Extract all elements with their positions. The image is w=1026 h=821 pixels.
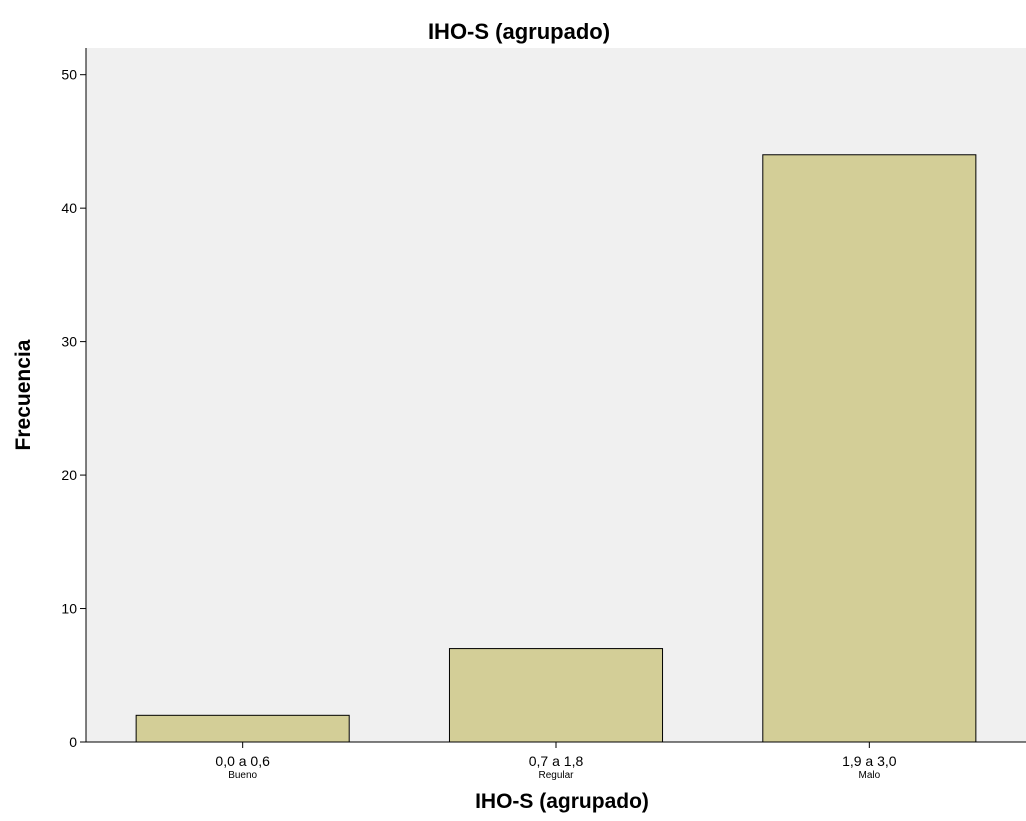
- x-tick-sublabel: Malo: [858, 770, 880, 781]
- bar: [762, 154, 977, 743]
- bar: [135, 714, 350, 743]
- y-tick-label: 30: [61, 334, 77, 350]
- x-tick-sublabel: Regular: [538, 770, 574, 781]
- y-tick-label: 0: [69, 734, 77, 750]
- x-axis-label: IHO-S (agrupado): [475, 790, 649, 813]
- x-tick-label: 0,0 a 0,6: [215, 753, 270, 769]
- y-tick-label: 20: [61, 467, 77, 483]
- bar: [448, 648, 664, 743]
- y-tick-label: 40: [61, 200, 77, 216]
- x-tick-sublabel: Bueno: [228, 770, 257, 781]
- y-tick-label: 50: [61, 67, 77, 83]
- y-axis-label: Frecuencia: [12, 339, 35, 450]
- x-tick-label: 1,9 a 3,0: [842, 753, 897, 769]
- y-tick-label: 10: [61, 601, 77, 617]
- x-tick-label: 0,7 a 1,8: [529, 753, 584, 769]
- chart-title: IHO-S (agrupado): [428, 19, 610, 44]
